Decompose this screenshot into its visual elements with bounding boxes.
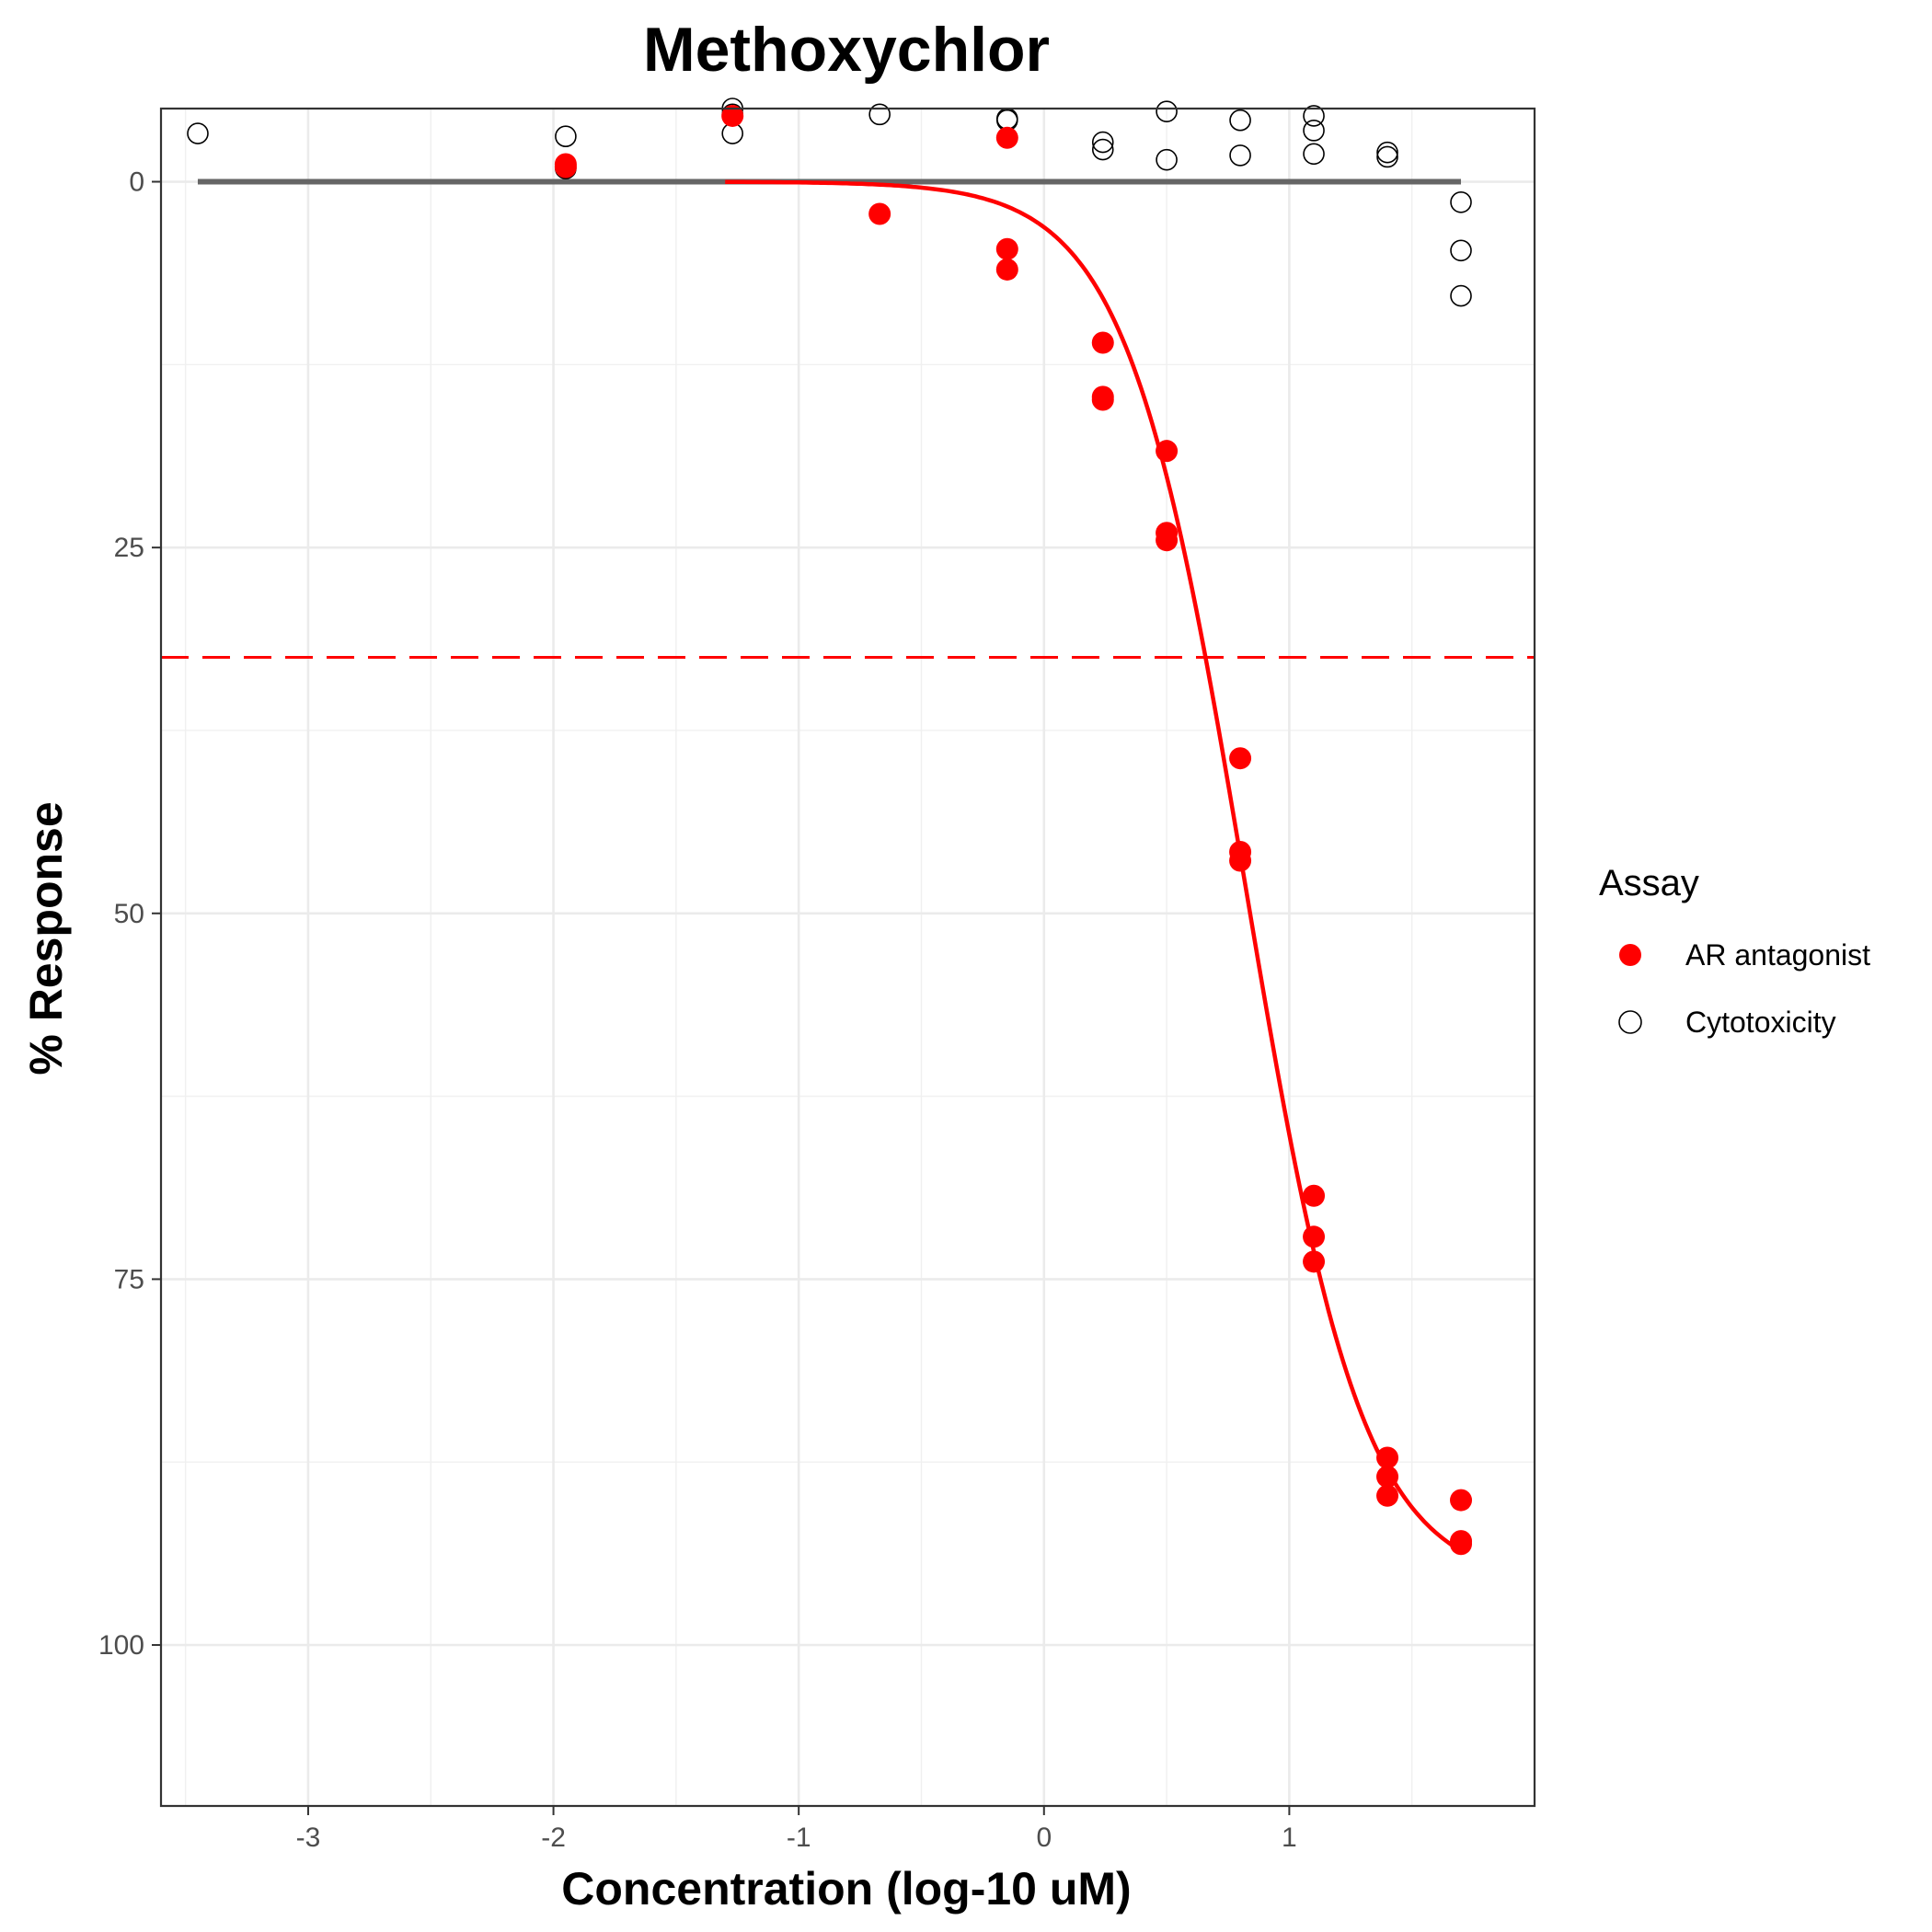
cytotoxicity-point — [1450, 190, 1472, 213]
cytotoxicity-point — [1091, 131, 1114, 154]
ar-antagonist-point — [1156, 440, 1179, 463]
cytotoxicity-point — [1156, 100, 1178, 122]
ar-antagonist-point — [1303, 1225, 1326, 1248]
ar-antagonist-point — [1156, 529, 1179, 552]
x-tick-label: -3 — [296, 1823, 321, 1853]
x-axis-title: Concentration (log-10 uM) — [561, 1863, 1131, 1915]
y-tick-label: 100 — [98, 1630, 144, 1661]
legend: Assay AR antagonist Cytotoxicity — [1599, 863, 1870, 1039]
ar-antagonist-point — [1303, 1184, 1326, 1207]
ar-antagonist-fit-curve — [725, 179, 1463, 1553]
y-axis-title: % Response — [20, 801, 72, 1075]
cytotoxicity-point — [1303, 120, 1325, 142]
ar-antagonist-point — [721, 104, 744, 127]
cytotoxicity-point — [1450, 239, 1472, 262]
ar-antagonist-point — [554, 155, 577, 178]
y-tick-label: 50 — [114, 899, 144, 929]
cytotoxicity-point — [1229, 144, 1251, 167]
ar-antagonist-point — [868, 202, 891, 225]
ar-antagonist-point — [995, 126, 1018, 149]
y-tick-label: 25 — [114, 533, 144, 563]
plot-background — [161, 109, 1535, 1806]
y-tick-label: 0 — [129, 167, 144, 198]
chart-title: Methoxychlor — [643, 15, 1050, 85]
legend-key-ar-antagonist — [1619, 944, 1641, 966]
ar-antagonist-point — [995, 258, 1018, 281]
ar-antagonist-point — [1450, 1533, 1473, 1556]
ar-antagonist-point — [1091, 388, 1114, 411]
plot-border — [159, 107, 1536, 1808]
legend-label-ar-antagonist: AR antagonist — [1685, 938, 1870, 972]
x-tick-label: 1 — [1282, 1823, 1297, 1853]
cytotoxicity-point — [1091, 138, 1114, 161]
plot-panel: -3 -2 -1 0 1 0 25 50 75 100 — [98, 98, 1536, 1853]
cytotoxicity-point — [1450, 284, 1472, 307]
cytotoxicity-point — [1376, 145, 1398, 168]
legend-title: Assay — [1599, 863, 1699, 903]
ar-antagonist-point — [1376, 1446, 1399, 1469]
cytotoxicity-point — [1303, 105, 1325, 127]
cytotoxicity-point — [1229, 109, 1251, 132]
legend-key-cytotoxicity — [1618, 1010, 1642, 1034]
legend-label-cytotoxicity: Cytotoxicity — [1685, 1006, 1836, 1039]
cytotoxicity-point — [1156, 148, 1178, 171]
ar-antagonist-point — [1376, 1484, 1399, 1507]
cytotoxicity-point — [868, 103, 891, 126]
y-tick-label: 75 — [114, 1264, 144, 1294]
ar-antagonist-point — [1229, 849, 1252, 872]
ar-antagonist-point — [1450, 1489, 1473, 1512]
x-tick-label: -2 — [541, 1823, 566, 1853]
ar-antagonist-point — [995, 237, 1018, 260]
ar-antagonist-point — [1303, 1250, 1326, 1273]
cytotoxicity-point — [1376, 141, 1398, 164]
x-tick-label: 0 — [1036, 1823, 1052, 1853]
ar-antagonist-point — [1091, 331, 1114, 354]
ar-antagonist-point — [1229, 747, 1252, 770]
cytotoxicity-point — [187, 122, 209, 144]
x-tick-label: -1 — [787, 1823, 811, 1853]
cytotoxicity-point — [555, 125, 577, 148]
ar-antagonist-point — [1376, 1466, 1399, 1489]
cytotoxicity-point — [1303, 143, 1325, 166]
